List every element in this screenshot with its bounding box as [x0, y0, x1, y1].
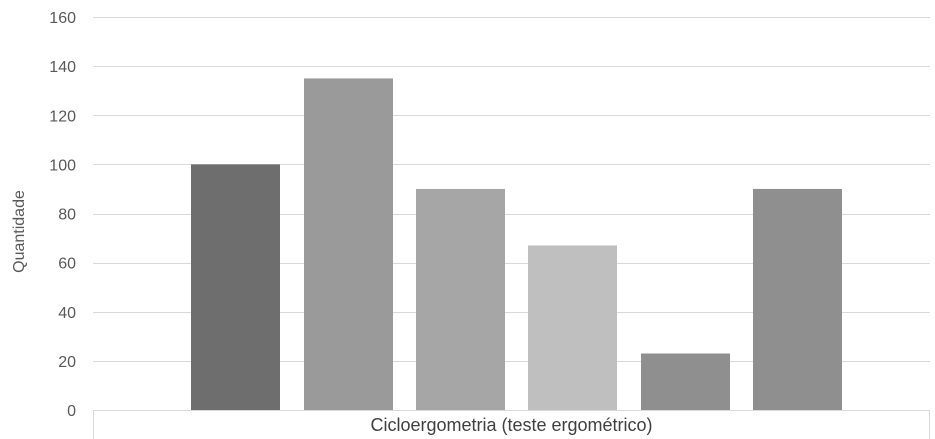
y-tick-label-40: 40: [58, 305, 76, 322]
category-labels: Cicloergometria (teste ergométrico): [370, 415, 652, 435]
y-tick-label-160: 160: [49, 10, 76, 27]
bars: [191, 78, 842, 410]
bar-3: [416, 189, 505, 410]
bar-6: [753, 189, 842, 410]
y-axis-title: Quantidade: [11, 190, 28, 273]
y-tick-label-80: 80: [58, 207, 76, 224]
y-tick-label-100: 100: [49, 157, 76, 174]
bar-4: [528, 245, 617, 410]
bar-2: [304, 78, 393, 410]
bar-1: [191, 164, 280, 410]
y-tick-label-140: 140: [49, 59, 76, 76]
y-tick-label-0: 0: [67, 403, 76, 420]
y-tick-label-120: 120: [49, 108, 76, 125]
bar-5: [641, 354, 730, 410]
category-label: Cicloergometria (teste ergométrico): [370, 415, 652, 435]
y-tick-label-60: 60: [58, 256, 76, 273]
y-tick-labels: 0 20 40 60 80 100 120 140 160: [49, 10, 76, 420]
y-tick-label-20: 20: [58, 354, 76, 371]
